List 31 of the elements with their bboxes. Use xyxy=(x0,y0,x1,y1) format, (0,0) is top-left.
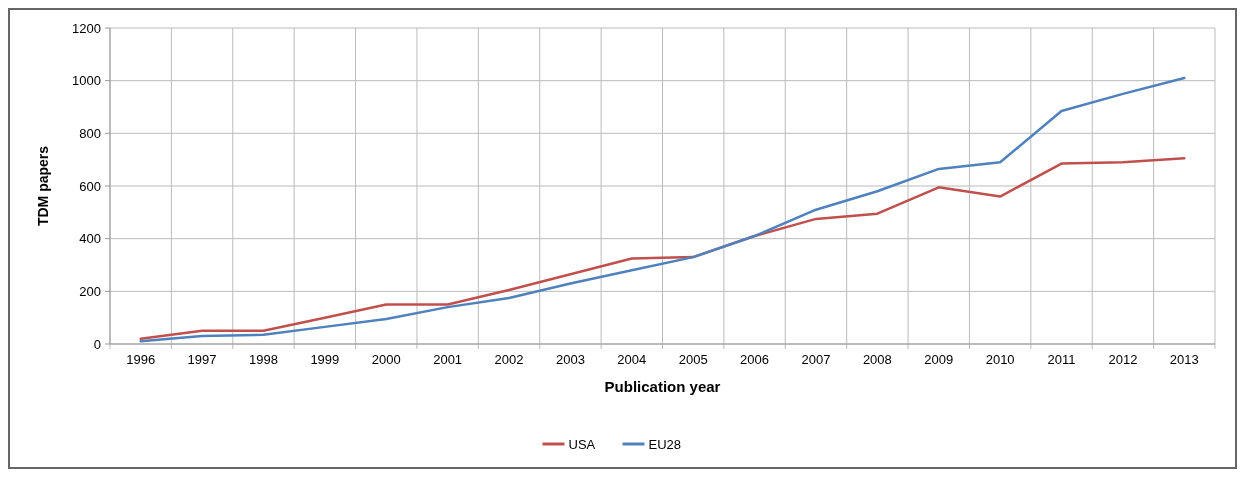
x-tick-label: 2011 xyxy=(1047,352,1076,367)
x-tick-label: 2010 xyxy=(985,352,1015,367)
x-axis-title: Publication year xyxy=(604,378,721,395)
x-tick-label: 2008 xyxy=(862,352,892,367)
x-tick-label: 2002 xyxy=(494,352,524,367)
y-tick-label: 800 xyxy=(79,125,101,141)
x-tick-label: 2006 xyxy=(740,352,770,367)
x-tick-label: 1998 xyxy=(249,352,278,367)
legend-label: USA xyxy=(568,436,596,452)
x-tick-label: 2005 xyxy=(678,352,708,367)
x-tick-label: 2012 xyxy=(1108,352,1138,367)
y-tick-label: 400 xyxy=(79,231,101,247)
y-tick-label: 1200 xyxy=(72,20,101,36)
y-tick-label: 1000 xyxy=(72,73,101,89)
x-tick-label: 2000 xyxy=(371,352,401,367)
x-tick-label: 2013 xyxy=(1169,352,1199,367)
x-tick-label: 2003 xyxy=(555,352,585,367)
y-tick-label: 200 xyxy=(79,283,101,299)
x-tick-label: 1999 xyxy=(310,352,340,367)
y-tick-label: 0 xyxy=(93,336,101,352)
x-tick-label: 2004 xyxy=(617,352,647,367)
legend-label: EU28 xyxy=(648,436,682,452)
x-tick-label: 2001 xyxy=(433,352,463,367)
line-series xyxy=(139,76,1186,343)
y-tick-label: 600 xyxy=(79,178,101,194)
line-series xyxy=(139,157,1186,340)
x-tick-label: 2007 xyxy=(801,352,831,367)
x-tick-label: 1996 xyxy=(126,352,156,367)
x-tick-label: 2009 xyxy=(924,352,954,367)
y-axis-title: TDM papers xyxy=(35,145,51,227)
x-tick-label: 1997 xyxy=(187,352,217,367)
